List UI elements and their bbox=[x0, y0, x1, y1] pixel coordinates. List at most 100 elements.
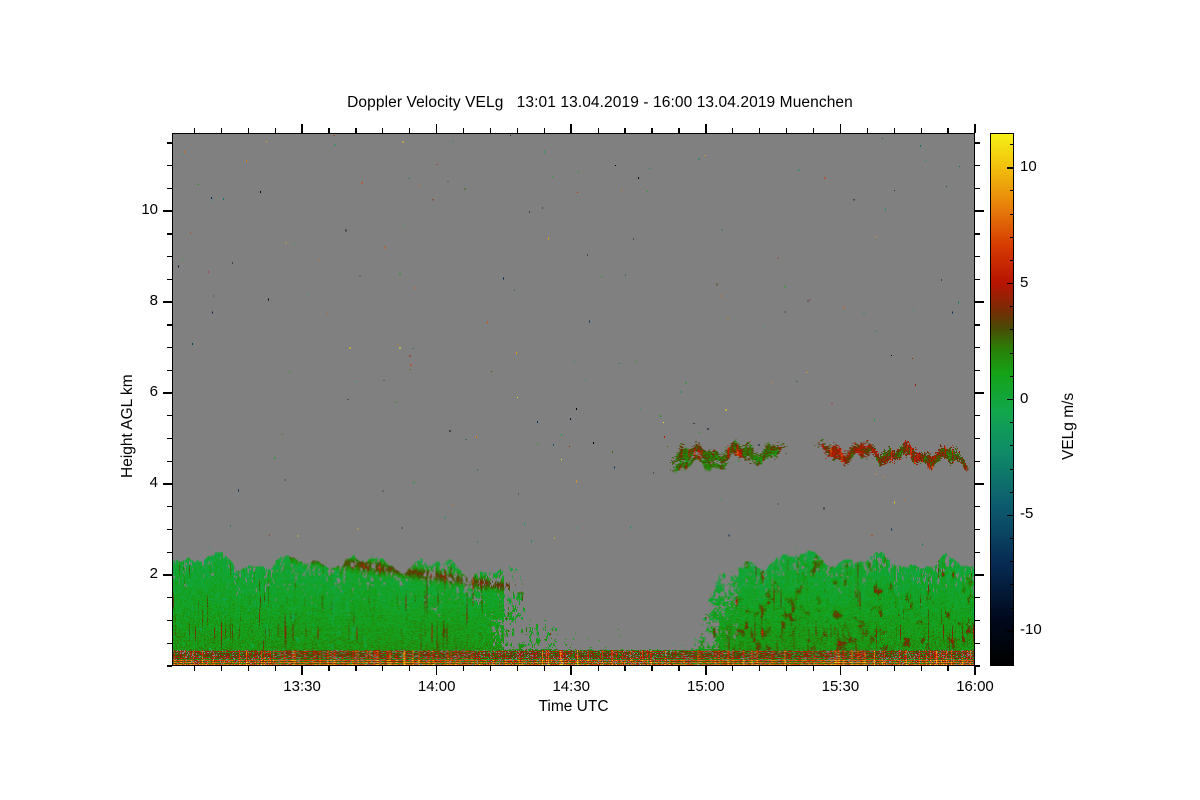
y-tick-label: 4 bbox=[149, 474, 158, 492]
y-minor-tick bbox=[167, 506, 172, 508]
x-tick-label: 16:00 bbox=[956, 678, 994, 695]
x-major-tick-top bbox=[570, 124, 573, 133]
x-minor-tick-top bbox=[759, 128, 761, 133]
x-minor-tick bbox=[543, 666, 545, 671]
y-tick-label: 6 bbox=[149, 383, 158, 401]
y-minor-tick bbox=[167, 256, 172, 258]
y-minor-tick bbox=[167, 165, 172, 167]
x-minor-tick-top bbox=[382, 128, 384, 133]
x-minor-tick-top bbox=[678, 128, 680, 133]
colorbar-minor-tick bbox=[1010, 375, 1014, 377]
x-minor-tick-top bbox=[893, 128, 895, 133]
colorbar-minor-tick bbox=[1010, 306, 1014, 308]
x-minor-tick-top bbox=[193, 128, 195, 133]
y-minor-tick-right bbox=[975, 347, 980, 349]
y-major-tick-right bbox=[975, 483, 984, 485]
x-minor-tick-top bbox=[247, 128, 249, 133]
x-major-tick-top bbox=[435, 124, 438, 133]
x-minor-tick-top bbox=[543, 128, 545, 133]
y-minor-tick-right bbox=[975, 233, 980, 235]
colorbar-minor-tick bbox=[1010, 445, 1014, 447]
y-minor-tick bbox=[167, 278, 172, 281]
y-minor-tick bbox=[167, 438, 172, 440]
y-minor-tick-right bbox=[975, 506, 980, 508]
x-minor-tick bbox=[328, 666, 330, 671]
x-tick-label: 13:30 bbox=[283, 678, 321, 695]
x-minor-tick bbox=[947, 666, 949, 671]
x-major-tick-top bbox=[839, 124, 842, 133]
y-major-tick bbox=[163, 483, 172, 485]
colorbar-major-tick bbox=[1007, 630, 1014, 633]
x-minor-tick bbox=[812, 666, 815, 671]
x-minor-tick bbox=[759, 666, 761, 671]
y-axis-label: Height AGL km bbox=[119, 374, 136, 478]
x-minor-tick-top bbox=[920, 128, 922, 133]
x-major-tick bbox=[570, 666, 573, 675]
x-minor-tick-top bbox=[785, 128, 788, 133]
x-major-tick-top bbox=[974, 124, 976, 133]
colorbar-minor-tick bbox=[1010, 236, 1014, 238]
y-major-tick-right bbox=[975, 392, 984, 394]
y-major-tick bbox=[163, 392, 172, 394]
x-major-tick bbox=[705, 666, 707, 675]
y-major-tick-right bbox=[975, 574, 984, 576]
x-minor-tick-top bbox=[409, 128, 411, 133]
y-minor-tick bbox=[167, 528, 172, 531]
colorbar-minor-tick bbox=[1010, 329, 1014, 331]
x-tick-label: 15:30 bbox=[821, 678, 860, 695]
colorbar-minor-tick bbox=[1010, 491, 1014, 493]
x-minor-tick bbox=[409, 666, 411, 671]
x-minor-tick bbox=[220, 666, 222, 671]
x-minor-tick bbox=[597, 666, 599, 671]
y-minor-tick bbox=[167, 551, 172, 553]
x-minor-tick-top bbox=[947, 128, 949, 133]
x-minor-tick bbox=[866, 666, 868, 671]
x-minor-tick-top bbox=[866, 128, 868, 133]
x-minor-tick-top bbox=[651, 128, 653, 133]
doppler-velocity-heatmap bbox=[173, 134, 974, 665]
x-minor-tick bbox=[382, 666, 384, 671]
x-minor-tick-top bbox=[328, 128, 330, 133]
y-minor-tick bbox=[167, 642, 172, 644]
y-major-tick-right bbox=[975, 301, 984, 303]
y-minor-tick bbox=[167, 460, 172, 462]
x-axis-label: Time UTC bbox=[538, 698, 609, 715]
y-major-tick bbox=[163, 574, 172, 576]
colorbar-minor-tick bbox=[1010, 422, 1014, 424]
y-minor-tick-right bbox=[975, 256, 980, 258]
colorbar-minor-tick bbox=[1010, 561, 1014, 563]
colorbar-minor-tick bbox=[1010, 190, 1014, 192]
x-minor-tick bbox=[920, 666, 922, 671]
y-minor-tick-right bbox=[975, 415, 980, 417]
x-minor-tick bbox=[489, 666, 492, 671]
y-major-tick bbox=[163, 301, 172, 303]
x-major-tick bbox=[301, 666, 303, 675]
y-minor-tick-right bbox=[975, 324, 980, 326]
y-minor-tick-right bbox=[975, 597, 980, 599]
colorbar-tick-label: -5 bbox=[1020, 505, 1034, 523]
x-minor-tick bbox=[678, 666, 680, 671]
colorbar-minor-tick bbox=[1010, 653, 1014, 655]
colorbar-major-tick bbox=[1007, 398, 1014, 401]
colorbar-tick-label: -10 bbox=[1020, 621, 1042, 639]
x-minor-tick bbox=[624, 666, 626, 671]
x-minor-tick bbox=[247, 666, 249, 671]
x-tick-label: 14:00 bbox=[417, 678, 456, 695]
y-minor-tick-right bbox=[975, 619, 980, 622]
colorbar-minor-tick bbox=[1010, 144, 1014, 146]
y-minor-tick-right bbox=[975, 528, 980, 531]
x-minor-tick-top bbox=[274, 128, 276, 133]
colorbar-minor-tick bbox=[1010, 607, 1014, 609]
x-minor-tick bbox=[651, 666, 653, 671]
y-minor-tick-right bbox=[975, 460, 980, 462]
y-minor-tick bbox=[167, 324, 172, 326]
y-minor-tick bbox=[167, 347, 172, 349]
x-major-tick-top bbox=[301, 124, 303, 133]
y-minor-tick-right bbox=[975, 438, 980, 440]
colorbar-major-tick bbox=[1007, 514, 1014, 517]
y-minor-tick-right bbox=[975, 187, 980, 190]
y-minor-tick-right bbox=[975, 551, 980, 553]
y-minor-tick bbox=[167, 142, 172, 144]
colorbar-tick-label: 0 bbox=[1020, 389, 1029, 407]
x-minor-tick-top bbox=[732, 128, 734, 133]
